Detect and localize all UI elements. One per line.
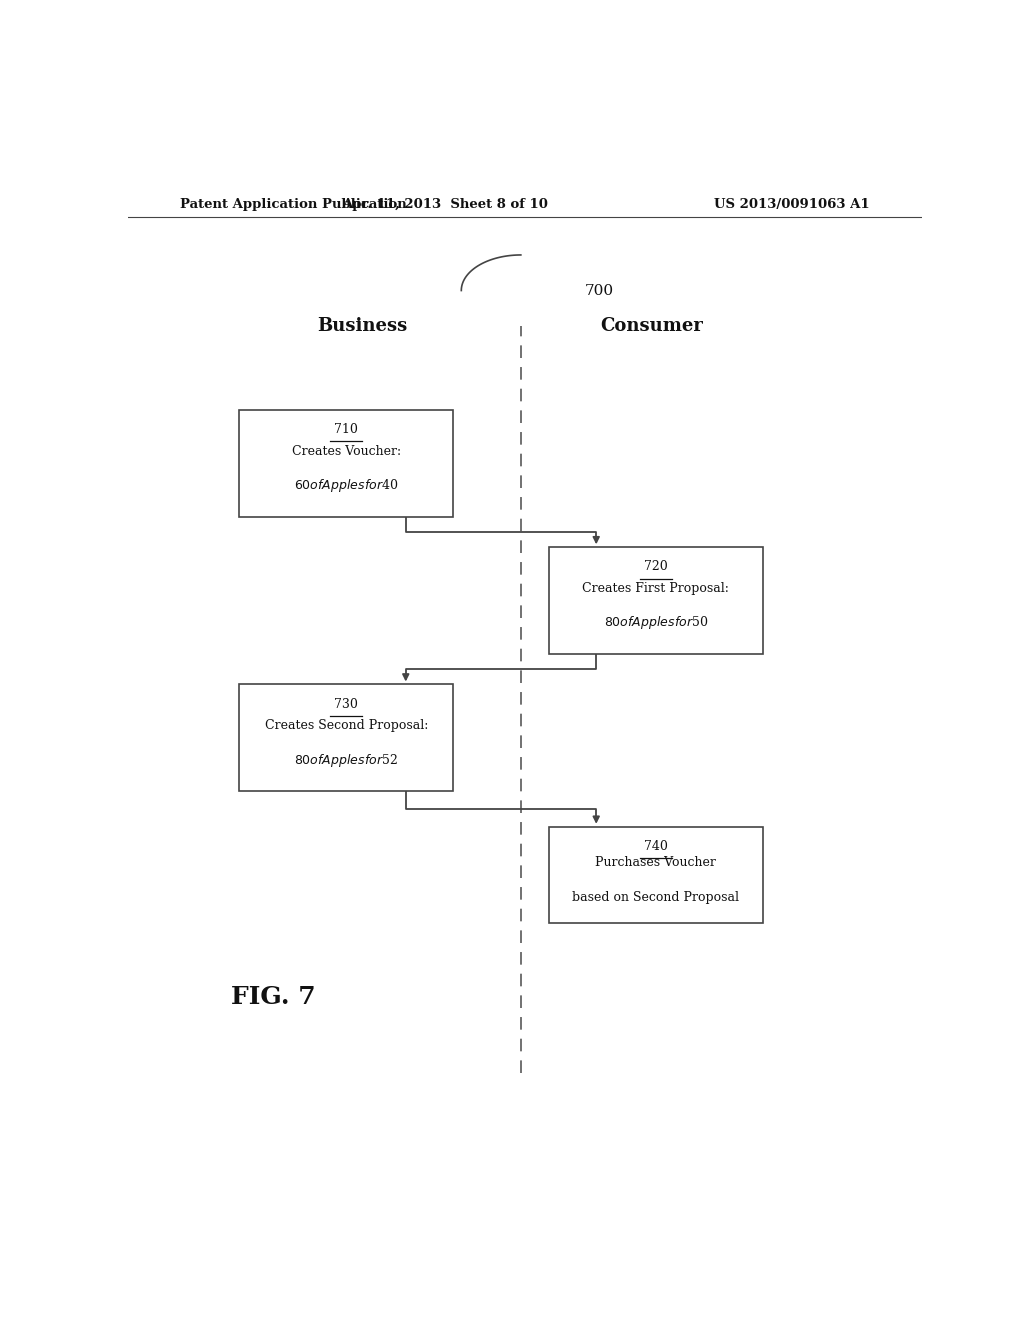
Bar: [240, 684, 454, 791]
Text: 740: 740: [644, 840, 668, 853]
Text: 700: 700: [585, 284, 613, 297]
Text: $80 of Apples for $50: $80 of Apples for $50: [603, 614, 708, 631]
Text: $60 of Apples for $40: $60 of Apples for $40: [294, 478, 398, 494]
Text: Creates First Proposal:: Creates First Proposal:: [583, 582, 729, 595]
Text: $80 of Apples for $52: $80 of Apples for $52: [294, 751, 398, 768]
Bar: [240, 411, 454, 516]
Text: 720: 720: [644, 561, 668, 573]
Text: US 2013/0091063 A1: US 2013/0091063 A1: [715, 198, 870, 211]
Text: Business: Business: [317, 317, 408, 335]
Text: Creates Voucher:: Creates Voucher:: [292, 445, 400, 458]
Bar: [549, 548, 763, 653]
Text: Creates Second Proposal:: Creates Second Proposal:: [264, 719, 428, 733]
Text: Patent Application Publication: Patent Application Publication: [179, 198, 407, 211]
Text: based on Second Proposal: based on Second Proposal: [572, 891, 739, 904]
Text: 730: 730: [334, 697, 358, 710]
Text: Apr. 11, 2013  Sheet 8 of 10: Apr. 11, 2013 Sheet 8 of 10: [342, 198, 549, 211]
Text: Purchases Voucher: Purchases Voucher: [595, 857, 716, 870]
Text: Consumer: Consumer: [600, 317, 703, 335]
Text: FIG. 7: FIG. 7: [231, 985, 315, 1008]
Text: 710: 710: [334, 424, 358, 436]
Bar: [549, 826, 763, 923]
